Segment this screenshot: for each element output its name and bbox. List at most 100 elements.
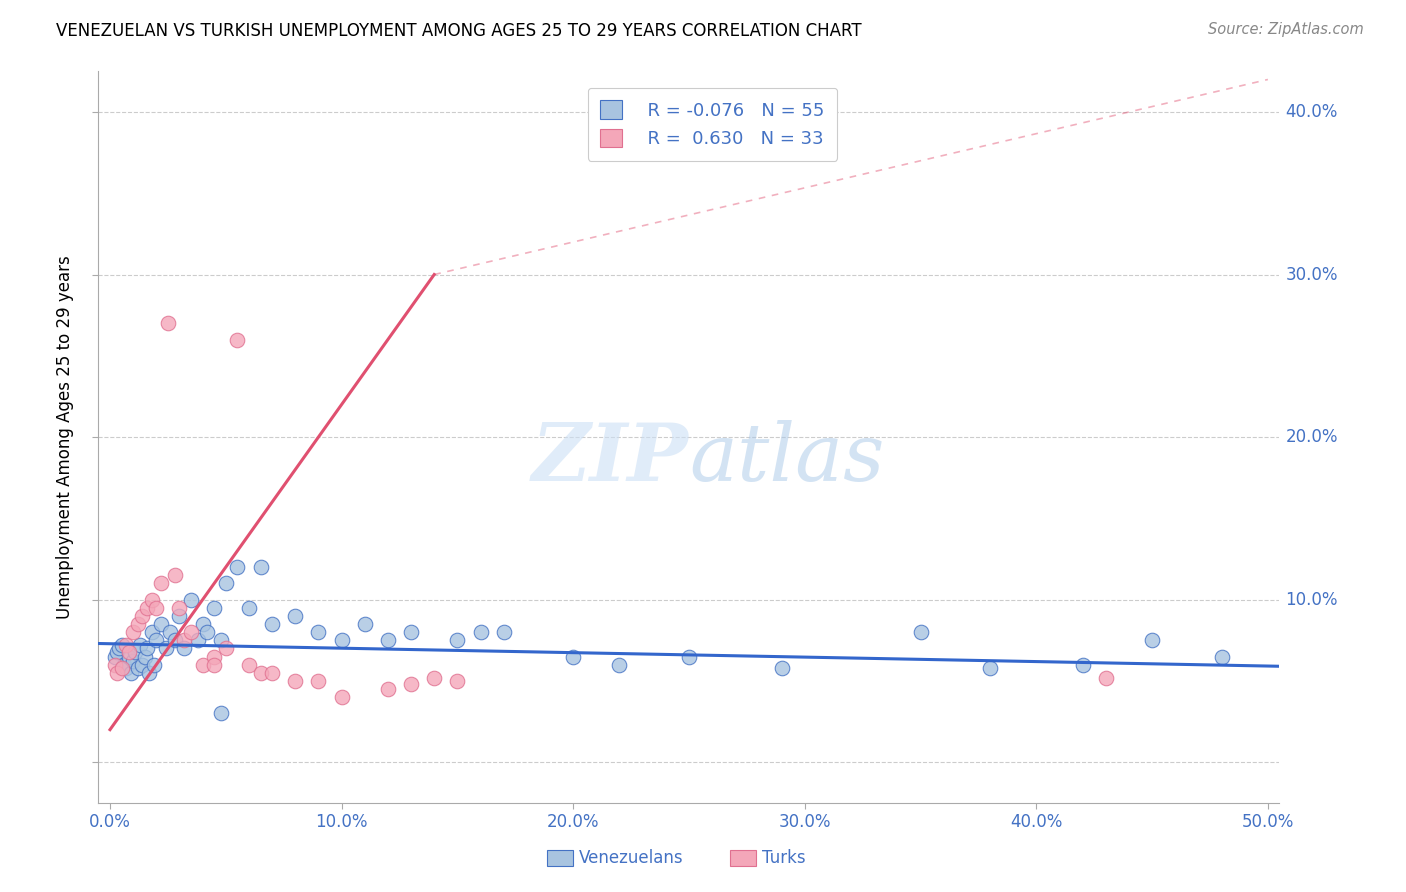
Point: [173, 633, 195, 648]
Point: [399, 625, 422, 640]
Point: [1211, 649, 1233, 664]
Bar: [547, 850, 574, 866]
Point: [136, 641, 159, 656]
Point: [149, 617, 172, 632]
Point: [105, 645, 128, 659]
Point: [202, 649, 225, 664]
Point: [209, 706, 232, 721]
Point: [141, 625, 163, 640]
Text: 10.0%: 10.0%: [1285, 591, 1339, 608]
Point: [284, 608, 307, 623]
Point: [215, 576, 238, 591]
Point: [131, 657, 153, 672]
Point: [353, 617, 375, 632]
Point: [120, 665, 142, 680]
Text: Source: ZipAtlas.com: Source: ZipAtlas.com: [1208, 22, 1364, 37]
Point: [156, 316, 179, 330]
Point: [129, 638, 152, 652]
Point: [470, 625, 492, 640]
Point: [202, 657, 225, 672]
Point: [143, 657, 166, 672]
Point: [226, 333, 249, 347]
Point: [169, 608, 191, 623]
Point: [307, 673, 329, 688]
Point: [110, 661, 132, 675]
Point: [122, 654, 145, 668]
Point: [1071, 657, 1094, 672]
Point: [145, 600, 167, 615]
Point: [195, 625, 218, 640]
Point: [678, 649, 700, 664]
Bar: [730, 850, 756, 866]
Point: [1094, 671, 1116, 685]
Point: [307, 625, 329, 640]
Point: [149, 576, 172, 591]
Point: [202, 600, 225, 615]
Point: [112, 657, 135, 672]
Point: [180, 625, 202, 640]
Point: [115, 638, 138, 652]
Point: [115, 661, 138, 675]
Point: [979, 661, 1001, 675]
Point: [249, 560, 271, 574]
Point: [377, 633, 399, 648]
Text: Turks: Turks: [762, 848, 806, 867]
Point: [163, 633, 186, 648]
Point: [910, 625, 932, 640]
Point: [110, 638, 132, 652]
Point: [191, 617, 214, 632]
Point: [169, 600, 191, 615]
Point: [136, 600, 159, 615]
Point: [238, 657, 260, 672]
Point: [226, 560, 249, 574]
Point: [108, 641, 131, 656]
Text: Venezuelans: Venezuelans: [579, 848, 683, 867]
Point: [262, 665, 284, 680]
Point: [609, 657, 631, 672]
Y-axis label: Unemployment Among Ages 25 to 29 years: Unemployment Among Ages 25 to 29 years: [56, 255, 75, 619]
Point: [104, 649, 127, 664]
Point: [138, 665, 160, 680]
Point: [191, 657, 214, 672]
Point: [145, 633, 167, 648]
Point: [117, 645, 139, 659]
Point: [215, 641, 238, 656]
Point: [249, 665, 271, 680]
Point: [377, 681, 399, 696]
Point: [105, 665, 128, 680]
Point: [209, 633, 232, 648]
Point: [117, 649, 139, 664]
Point: [562, 649, 585, 664]
Text: VENEZUELAN VS TURKISH UNEMPLOYMENT AMONG AGES 25 TO 29 YEARS CORRELATION CHART: VENEZUELAN VS TURKISH UNEMPLOYMENT AMONG…: [56, 22, 862, 40]
Point: [155, 641, 177, 656]
Point: [127, 661, 149, 675]
Point: [399, 677, 422, 691]
Point: [131, 608, 153, 623]
Point: [262, 617, 284, 632]
Point: [284, 673, 307, 688]
Point: [446, 673, 468, 688]
Point: [163, 568, 186, 582]
Point: [446, 633, 468, 648]
Point: [124, 645, 146, 659]
Point: [770, 661, 793, 675]
Point: [127, 617, 149, 632]
Point: [159, 625, 181, 640]
Point: [187, 633, 209, 648]
Text: atlas: atlas: [689, 420, 884, 498]
Text: 30.0%: 30.0%: [1285, 266, 1339, 284]
Point: [423, 671, 446, 685]
Point: [492, 625, 515, 640]
Point: [330, 690, 353, 705]
Point: [122, 625, 145, 640]
Point: [1140, 633, 1163, 648]
Text: 40.0%: 40.0%: [1285, 103, 1337, 121]
Point: [141, 592, 163, 607]
Point: [330, 633, 353, 648]
Text: 20.0%: 20.0%: [1285, 428, 1339, 446]
Point: [173, 641, 195, 656]
Point: [134, 649, 156, 664]
Text: ZIP: ZIP: [531, 420, 689, 498]
Point: [104, 657, 127, 672]
Point: [238, 600, 260, 615]
